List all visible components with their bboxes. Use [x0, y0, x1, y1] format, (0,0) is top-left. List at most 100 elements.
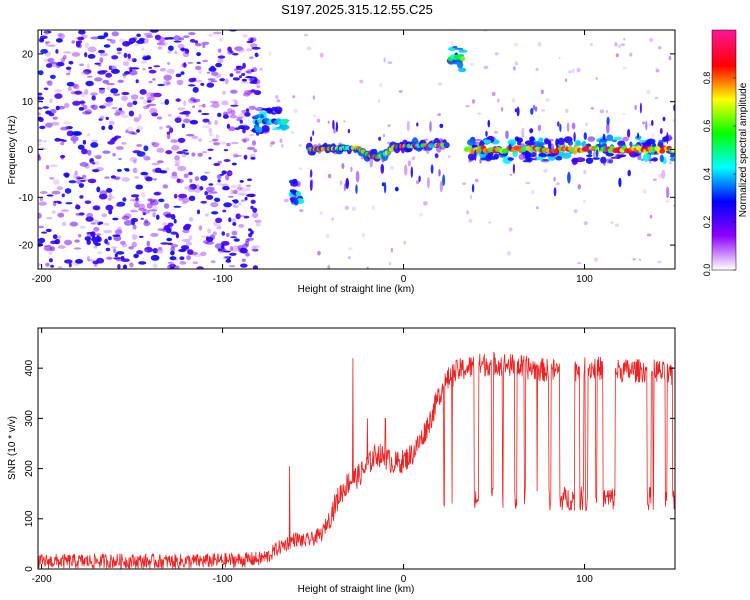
spectrogram-diffuse-noise-cell	[133, 253, 139, 259]
spectrogram-diffuse-noise-cell	[239, 180, 244, 183]
colorbar-band	[712, 240, 736, 243]
spectrogram-background-speck	[506, 251, 511, 256]
spectrogram-diffuse-noise-cell	[156, 116, 163, 120]
spectrogram-background-speck	[386, 141, 391, 145]
spectrogram-drifting-tone-streak	[339, 180, 343, 186]
spectrogram-steady-tone-halo	[576, 140, 581, 146]
colorbar-band	[712, 254, 736, 257]
colorbar-band	[712, 38, 736, 41]
spectrogram-diffuse-noise-cell	[71, 131, 81, 136]
spectrogram-diffuse-noise-cell	[238, 113, 247, 118]
spectrogram-diffuse-noise-cell	[144, 246, 153, 253]
spectrogram-steady-tone-halo	[610, 156, 616, 159]
spectrogram-diffuse-noise-cell	[76, 177, 84, 180]
spectrogram-diffuse-noise-cell	[105, 72, 112, 78]
spectrogram-background-speck	[284, 198, 289, 203]
spectrogram-diffuse-noise-cell	[121, 115, 129, 118]
spectrogram-diffuse-noise-cell	[175, 265, 180, 269]
spectrogram-diffuse-noise-cell	[60, 155, 65, 160]
spectrogram-diffuse-noise-cell	[48, 251, 53, 255]
spectrogram-diffuse-noise-cell	[111, 31, 120, 37]
spectrogram-diffuse-noise-cell	[159, 126, 163, 130]
spectrogram-background-speck	[387, 61, 393, 65]
colorbar-band	[712, 234, 736, 237]
spectrogram-diffuse-noise-cell	[159, 170, 167, 174]
spectrogram-diffuse-noise-cell	[114, 229, 123, 235]
spectrogram-diffuse-noise-cell	[206, 71, 210, 74]
spectrogram-diffuse-noise-cell	[232, 222, 237, 226]
spectrogram-steady-tone-streak	[598, 140, 601, 152]
spectrogram-diffuse-noise-cell	[247, 89, 257, 94]
spectrogram-drifting-tone-streak	[369, 157, 374, 168]
spectrogram-diffuse-noise-cell	[173, 193, 178, 199]
spectrogram-background-speck	[515, 61, 518, 66]
colorbar-band	[712, 72, 736, 75]
spectrogram-steady-tone-streak	[550, 143, 555, 155]
spectrogram-diffuse-noise-cell	[133, 43, 141, 46]
spectrogram-diffuse-noise-cell	[143, 105, 150, 110]
colorbar-frame	[711, 29, 737, 271]
spectrogram-background-speck	[648, 123, 653, 127]
spectrogram-diffuse-noise-cell	[145, 91, 155, 98]
spectrogram-diffuse-noise-cell	[60, 209, 70, 212]
spectrogram-diffuse-noise-cell	[38, 143, 42, 146]
spectrogram-onset-cluster-core	[282, 118, 289, 125]
spectrogram-diffuse-noise-cell	[55, 38, 63, 43]
spectrogram-diffuse-noise-cell	[183, 173, 189, 179]
spectrogram-background-speck	[513, 42, 519, 47]
spectrogram-diffuse-noise-cell	[239, 187, 248, 192]
spectrogram-diffuse-noise-cell	[38, 225, 44, 229]
spectrogram-steady-tone-halo	[507, 157, 514, 161]
spectrogram-steady-tone-streak	[474, 149, 477, 161]
colorbar-band	[712, 162, 736, 165]
spectrogram-diffuse-noise-cell	[68, 262, 72, 268]
spectrogram-diffuse-noise-cell	[38, 107, 43, 110]
spectrogram-diffuse-noise-cell	[157, 83, 165, 87]
colorbar-band	[712, 114, 736, 117]
spectrogram-diffuse-noise-cell	[75, 259, 84, 264]
spectrogram-diffuse-noise-cell	[156, 214, 160, 220]
spectrogram-diffuse-noise-cell	[166, 131, 171, 135]
spectrogram-background-speck	[327, 120, 330, 124]
spectrogram-diffuse-noise-cell	[103, 44, 111, 48]
spectrogram-diffuse-noise-cell	[103, 222, 110, 226]
spectrogram-low-tone-halo	[293, 198, 299, 206]
spectrogram-steady-tone-streak	[588, 149, 592, 156]
spectrogram-diffuse-noise-cell	[99, 57, 104, 64]
spectrogram-background-speck	[595, 77, 598, 80]
spectrogram-diffuse-noise-cell	[213, 31, 222, 35]
spectrogram-high-tone-core	[459, 56, 466, 62]
colorbar-band	[712, 60, 736, 63]
spectrogram-diffuse-noise-cell	[205, 213, 209, 217]
spectrogram-diffuse-noise-cell	[95, 233, 102, 236]
spectrogram-diffuse-noise-cell	[98, 49, 105, 54]
spectrogram-diffuse-noise-cell	[153, 178, 157, 181]
spectrogram-diffuse-noise-cell	[105, 204, 114, 211]
spectrogram-background-speck	[276, 99, 281, 103]
spectrogram-steady-tone-streak	[487, 119, 491, 128]
spectrogram-steady-tone-streak	[577, 184, 581, 190]
spectrogram-diffuse-noise-cell	[169, 127, 174, 134]
spectrogram-diffuse-noise-cell	[207, 121, 212, 125]
spectrogram-diffuse-noise-cell	[221, 102, 229, 106]
snr-y-tick-label: 100	[24, 510, 35, 527]
colorbar-band	[712, 188, 736, 191]
spectrogram-diffuse-noise-cell	[66, 81, 75, 87]
spectrogram-drifting-tone-streak	[381, 182, 385, 187]
spectrogram-diffuse-noise-cell	[115, 203, 122, 208]
spectrogram-background-speck	[462, 182, 466, 185]
spectrogram-diffuse-noise-cell	[93, 154, 102, 158]
spectrogram-drifting-tone-streak	[310, 136, 313, 142]
spectrogram-diffuse-noise-cell	[45, 122, 53, 128]
spectrogram-background-speck	[272, 125, 277, 129]
spectrogram-diffuse-noise-cell	[39, 37, 45, 43]
spectrogram-drifting-tone-streak	[335, 121, 338, 133]
spectrogram-onset-cluster-halo	[255, 107, 265, 112]
spectrogram-diffuse-noise-cell	[121, 91, 130, 96]
spectrogram-diffuse-noise-cell	[177, 165, 187, 172]
spectrogram-diffuse-noise-cell	[116, 251, 125, 255]
colorbar-band	[712, 200, 736, 203]
spectrogram-diffuse-noise-cell	[117, 52, 122, 55]
spectrogram-drifting-tone-streak	[378, 136, 381, 141]
colorbar-band	[712, 244, 736, 247]
